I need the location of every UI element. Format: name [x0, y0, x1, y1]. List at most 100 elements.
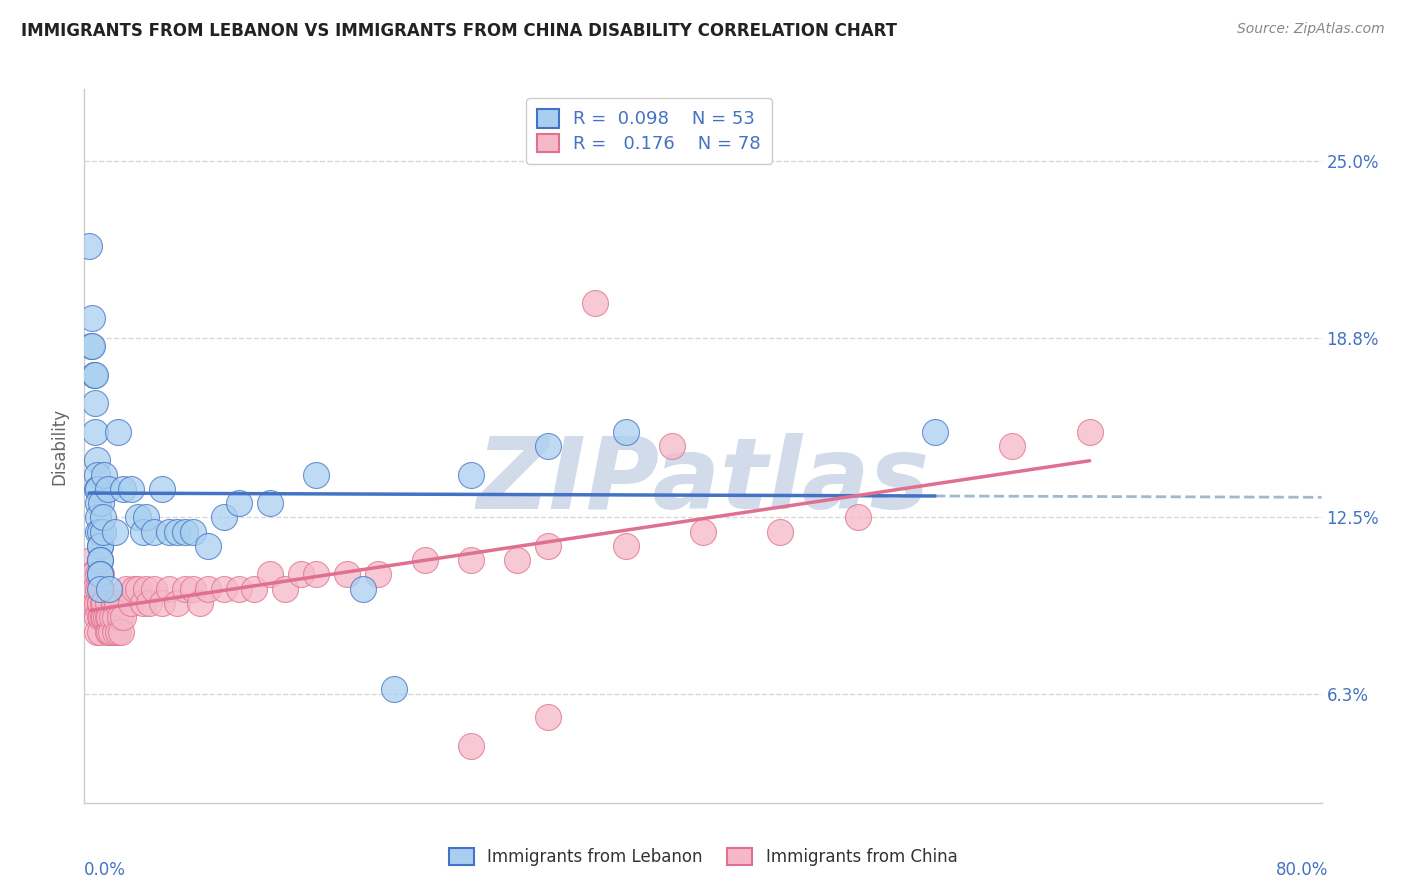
Text: 80.0%: 80.0% — [1277, 861, 1329, 879]
Point — [259, 496, 281, 510]
Point — [89, 596, 111, 610]
Point — [135, 582, 157, 596]
Y-axis label: Disability: Disability — [51, 408, 69, 484]
Point — [128, 510, 150, 524]
Point — [90, 582, 112, 596]
Point — [112, 610, 135, 624]
Point — [93, 596, 115, 610]
Point — [166, 524, 188, 539]
Point — [100, 624, 122, 639]
Point — [138, 596, 160, 610]
Point — [135, 510, 157, 524]
Point — [661, 439, 683, 453]
Legend: R =  0.098    N = 53, R =   0.176    N = 78: R = 0.098 N = 53, R = 0.176 N = 78 — [526, 98, 772, 164]
Point — [91, 610, 114, 624]
Point — [228, 582, 250, 596]
Point — [132, 596, 155, 610]
Point — [89, 524, 111, 539]
Point — [84, 425, 107, 439]
Point — [90, 567, 112, 582]
Point — [105, 596, 128, 610]
Point — [212, 510, 235, 524]
Point — [86, 610, 108, 624]
Point — [86, 467, 108, 482]
Point — [181, 524, 204, 539]
Point — [87, 510, 110, 524]
Point — [90, 610, 112, 624]
Point — [97, 610, 120, 624]
Point — [243, 582, 266, 596]
Point — [769, 524, 792, 539]
Point — [82, 310, 104, 325]
Point — [115, 582, 138, 596]
Point — [87, 582, 110, 596]
Point — [87, 567, 110, 582]
Point — [89, 553, 111, 567]
Point — [89, 553, 111, 567]
Point — [91, 596, 114, 610]
Point — [93, 610, 115, 624]
Point — [305, 567, 328, 582]
Point — [188, 596, 212, 610]
Point — [104, 610, 127, 624]
Point — [108, 610, 131, 624]
Point — [86, 453, 108, 467]
Point — [174, 524, 197, 539]
Point — [150, 482, 173, 496]
Point — [86, 482, 108, 496]
Point — [537, 710, 560, 724]
Point — [97, 482, 120, 496]
Point — [924, 425, 946, 439]
Point — [97, 624, 120, 639]
Point — [89, 567, 111, 582]
Point — [94, 610, 117, 624]
Point — [352, 582, 374, 596]
Point — [460, 467, 482, 482]
Point — [537, 439, 560, 453]
Point — [197, 582, 219, 596]
Point — [79, 553, 101, 567]
Point — [460, 739, 482, 753]
Point — [103, 596, 125, 610]
Point — [1078, 425, 1101, 439]
Point — [583, 296, 606, 310]
Point — [197, 539, 219, 553]
Point — [82, 567, 104, 582]
Point — [89, 596, 111, 610]
Point — [166, 596, 188, 610]
Point — [98, 582, 121, 596]
Point — [91, 510, 114, 524]
Point — [86, 624, 108, 639]
Point — [89, 596, 111, 610]
Point — [84, 596, 107, 610]
Point — [382, 681, 405, 696]
Point — [110, 624, 132, 639]
Point — [83, 567, 105, 582]
Point — [101, 610, 124, 624]
Point — [181, 582, 204, 596]
Point — [537, 539, 560, 553]
Point — [98, 624, 121, 639]
Point — [97, 596, 120, 610]
Point — [89, 539, 111, 553]
Point — [84, 368, 107, 382]
Point — [128, 582, 150, 596]
Point — [143, 524, 166, 539]
Point — [79, 339, 101, 353]
Point — [413, 553, 436, 567]
Point — [84, 396, 107, 410]
Point — [143, 582, 166, 596]
Legend: Immigrants from Lebanon, Immigrants from China: Immigrants from Lebanon, Immigrants from… — [440, 840, 966, 875]
Point — [89, 582, 111, 596]
Point — [77, 239, 100, 253]
Point — [122, 582, 145, 596]
Point — [89, 539, 111, 553]
Point — [87, 496, 110, 510]
Point — [692, 524, 714, 539]
Text: IMMIGRANTS FROM LEBANON VS IMMIGRANTS FROM CHINA DISABILITY CORRELATION CHART: IMMIGRANTS FROM LEBANON VS IMMIGRANTS FR… — [21, 22, 897, 40]
Point — [228, 496, 250, 510]
Point — [614, 425, 637, 439]
Point — [82, 596, 104, 610]
Point — [846, 510, 869, 524]
Point — [90, 496, 112, 510]
